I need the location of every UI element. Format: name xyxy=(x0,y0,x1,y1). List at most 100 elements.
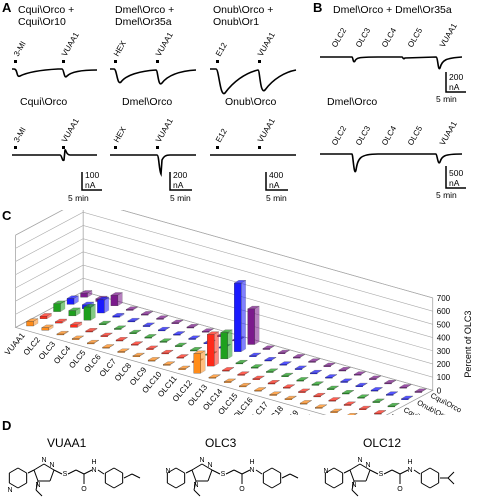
bar-side xyxy=(241,280,246,352)
bar xyxy=(264,359,272,362)
bar-side xyxy=(377,387,383,391)
panel-label-a: A xyxy=(2,0,12,15)
bar xyxy=(340,381,348,383)
bond xyxy=(175,482,185,489)
panel-label-d: D xyxy=(2,418,12,433)
bar-side xyxy=(317,369,322,374)
trace-cqui-orco xyxy=(12,149,97,162)
bar-side xyxy=(362,382,368,387)
bar-side xyxy=(149,322,155,327)
bar-side xyxy=(244,371,250,375)
trace-dmel-orco xyxy=(110,154,196,177)
atom-label: O xyxy=(81,486,87,493)
bar-side xyxy=(46,313,52,320)
bar-side xyxy=(229,367,235,371)
bond xyxy=(429,482,439,489)
atom-label: H xyxy=(91,459,96,466)
bar-side xyxy=(200,350,206,374)
bar-side xyxy=(183,354,189,358)
y-tick-label: 500 xyxy=(437,320,451,329)
bar-side xyxy=(124,348,130,353)
bar-side xyxy=(166,338,172,342)
panel-b-title-2: Dmel\Orco xyxy=(327,96,378,108)
bond xyxy=(349,469,355,482)
bar-side xyxy=(75,307,81,317)
bar xyxy=(70,324,78,328)
gridline xyxy=(15,238,433,338)
scalebar-b2 xyxy=(445,166,466,189)
gridline xyxy=(15,225,433,325)
atom-label: N xyxy=(323,468,328,475)
scalebar-a1 xyxy=(81,172,102,191)
bar-side xyxy=(305,388,311,393)
bar-side xyxy=(92,328,98,332)
stim-label-olc3: OLC3 xyxy=(354,124,373,147)
bar xyxy=(68,310,76,317)
stim-marker xyxy=(62,146,65,149)
bar-side xyxy=(185,365,191,370)
bar-side xyxy=(379,398,385,403)
bar-side xyxy=(246,382,251,387)
bar-side xyxy=(134,317,140,322)
bond xyxy=(185,469,193,474)
bar xyxy=(247,308,255,345)
bar-chart-3d: 0100200300400500600700VUAA1OLC2OLC3OLC4O… xyxy=(3,210,479,415)
bar xyxy=(190,349,198,352)
scalebar-a2-value: 200 xyxy=(173,170,187,180)
bar-side xyxy=(94,339,99,344)
molecule-name-vuaa1: VUAA1 xyxy=(47,436,87,450)
bond xyxy=(421,482,431,489)
bar xyxy=(26,321,34,327)
bar-side xyxy=(421,388,427,393)
scalebar-a3-time: 5 min xyxy=(266,193,287,203)
panel-label-c: C xyxy=(2,208,12,223)
odor-label-e12: E12 xyxy=(214,127,229,144)
bar xyxy=(83,306,92,321)
panel-a-title-2: Dmel\Orco + Dmel\Or35a xyxy=(115,4,175,28)
bar-side xyxy=(349,390,354,394)
bar-side xyxy=(151,334,157,338)
bar xyxy=(115,339,124,342)
bond xyxy=(351,489,359,497)
stim-marker xyxy=(114,146,117,149)
bar-side xyxy=(227,329,233,360)
bar xyxy=(343,404,352,406)
bond xyxy=(263,467,273,474)
stim-label-olc5: OLC5 xyxy=(406,124,425,147)
bar-side xyxy=(259,375,265,380)
gridline xyxy=(15,264,433,365)
stim-label-vuaa1: VUAA1 xyxy=(438,119,459,147)
bond xyxy=(167,467,177,474)
bond xyxy=(429,467,439,474)
bar-side xyxy=(300,354,305,358)
odor-label-hex: HEX xyxy=(112,125,128,144)
bond xyxy=(421,467,431,474)
bar-side xyxy=(153,345,159,350)
bar-side xyxy=(195,335,201,340)
bar-side xyxy=(148,311,153,315)
bond xyxy=(83,469,93,475)
bar-side xyxy=(180,331,186,335)
bar xyxy=(66,298,75,305)
trace-cqui-or10 xyxy=(12,68,98,78)
bond xyxy=(17,482,27,489)
odor-label-3mi: 3-MI xyxy=(12,40,28,58)
bond xyxy=(35,489,43,497)
bar-side xyxy=(168,349,174,354)
bar-side xyxy=(276,391,282,396)
y-tick-label: 200 xyxy=(437,360,451,369)
bar xyxy=(110,295,119,306)
bar-side xyxy=(318,381,324,385)
scalebar-a3 xyxy=(265,172,288,191)
scalebar-b2-value: 500 xyxy=(449,168,463,178)
bar-side xyxy=(364,394,370,398)
bond xyxy=(325,467,335,474)
bond xyxy=(349,463,361,471)
odor-label-hex: HEX xyxy=(112,39,128,58)
bar-side xyxy=(254,305,260,345)
panel-a-title-3: Onub\Orco + Onub\Or1 xyxy=(213,4,274,28)
bond xyxy=(167,482,177,489)
bar-side xyxy=(354,413,358,415)
